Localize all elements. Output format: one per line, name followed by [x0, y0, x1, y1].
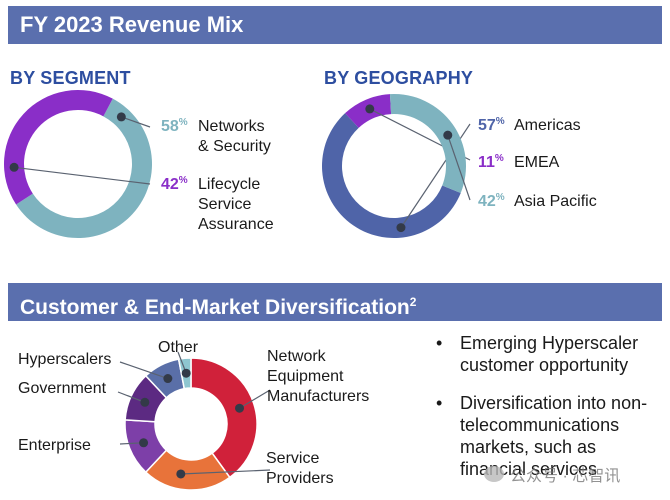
revenue-mix-banner: FY 2023 Revenue Mix — [8, 6, 662, 44]
leader-line — [119, 361, 169, 380]
segment-chart-title: BY SEGMENT — [10, 68, 131, 88]
bullet-list: • Emerging Hyperscaler customer opportun… — [434, 332, 662, 496]
footnote-marker: 2 — [409, 295, 417, 309]
watermark-text: 公众号 · 芯智讯 — [510, 468, 621, 485]
leader-line — [239, 389, 271, 409]
label-lifecycle-service-assurance: Lifecycle Service Assurance — [198, 176, 274, 233]
bullet-item: • Emerging Hyperscaler customer opportun… — [434, 332, 662, 376]
leader-dot — [181, 368, 191, 378]
leader-dot — [396, 223, 406, 233]
label-service-providers: Service Providers — [266, 450, 334, 487]
label-networks-security: Networks & Security — [198, 118, 271, 155]
pct-emea: 11% — [478, 153, 504, 171]
leader-line — [14, 166, 151, 185]
leader-dot — [176, 469, 186, 479]
label-americas: Americas — [514, 117, 581, 134]
pct-americas: 57% — [478, 116, 505, 134]
diversification-title: Customer & End-Market Diversification — [20, 296, 410, 319]
leader-dot — [116, 112, 126, 122]
leader-line — [121, 116, 151, 128]
slice-networks-security — [16, 98, 152, 238]
leader-dot — [365, 104, 375, 114]
pct-lifecycle-service-assurance: 42% — [161, 175, 188, 193]
leader-line — [180, 469, 271, 475]
label-enterprise: Enterprise — [18, 437, 91, 454]
label-emea: EMEA — [514, 154, 560, 171]
leader-dot — [9, 162, 19, 172]
label-hyperscalers: Hyperscalers — [18, 351, 111, 368]
slice-asia-pacific — [389, 94, 467, 193]
leader-line — [447, 134, 471, 201]
label-network-equipment-manufacturers: Network Equipment Manufacturers — [267, 348, 369, 405]
watermark: 公众号 · 芯智讯 — [484, 462, 620, 486]
label-asia-pacific: Asia Pacific — [514, 193, 597, 210]
pct-asia-pacific: 42% — [478, 192, 505, 210]
leader-dot — [163, 374, 173, 384]
bullet-dot: • — [436, 393, 443, 413]
bullet-text-hyperscaler: Emerging Hyperscaler customer opportunit… — [460, 333, 639, 375]
bullet-dot: • — [436, 333, 443, 353]
leader-dot — [139, 438, 149, 448]
diversification-banner: Customer & End-Market Diversification2 — [8, 283, 662, 321]
leader-dot — [443, 130, 453, 140]
label-government: Government — [18, 380, 107, 397]
pct-networks-security: 58% — [161, 117, 188, 135]
leader-dot — [140, 397, 150, 407]
slice-lifecycle-service-assurance — [3, 89, 113, 205]
label-other: Other — [158, 339, 199, 356]
geography-chart-title: BY GEOGRAPHY — [324, 68, 474, 88]
slice-network-equipment-manufacturers — [190, 357, 258, 479]
slice-americas — [321, 113, 461, 239]
wechat-icon — [484, 466, 504, 482]
leader-dot — [235, 403, 245, 413]
banner-title: FY 2023 Revenue Mix — [20, 12, 244, 37]
leader-line — [117, 391, 146, 403]
